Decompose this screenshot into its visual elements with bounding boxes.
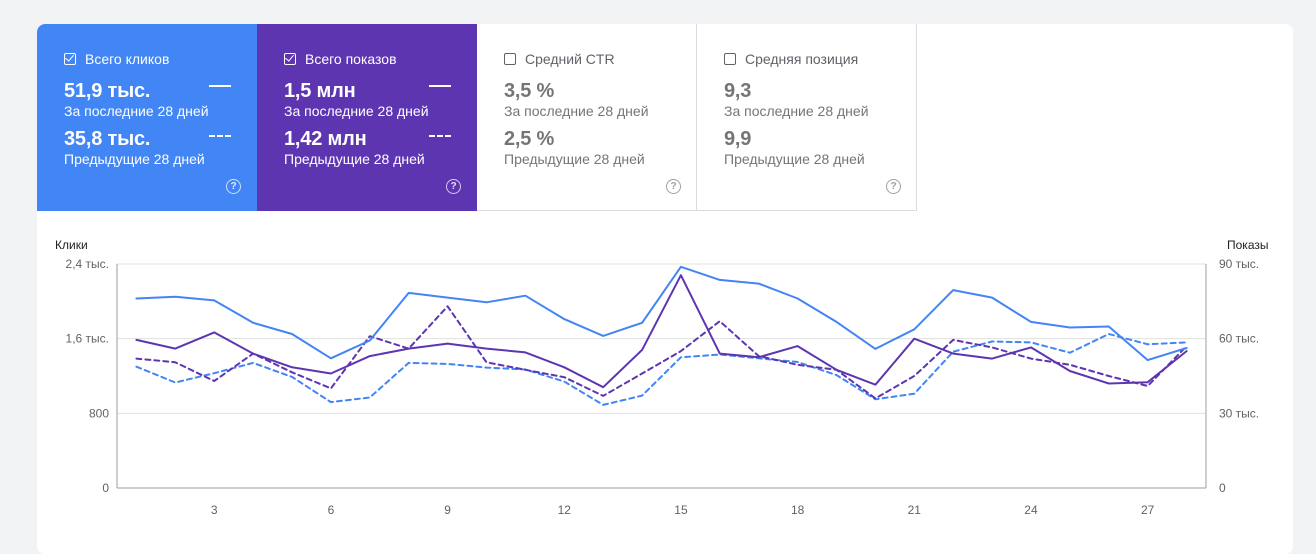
help-circle-icon[interactable]: ? xyxy=(226,179,241,194)
x-tick-label: 6 xyxy=(328,503,335,517)
solid-line-legend-icon xyxy=(429,85,451,87)
metric-current-period: За последние 28 дней xyxy=(284,103,429,119)
metric-current-value: 3,5 % xyxy=(504,80,555,102)
metric-previous-period: Предыдущие 28 дней xyxy=(284,151,425,167)
x-tick-label: 18 xyxy=(791,503,805,517)
metric-previous-value: 35,8 тыс. xyxy=(64,128,151,150)
left-axis-title: Клики xyxy=(55,238,88,252)
metric-current-value: 51,9 тыс. xyxy=(64,80,151,102)
metric-current-period: За последние 28 дней xyxy=(724,103,869,119)
performance-chart[interactable]: 0 800 1,6 тыс. 2,4 тыс. 0 30 тыс. 60 тыс. 90 ты… xyxy=(37,24,1293,542)
right-tick-label: 30 тыс. xyxy=(1219,406,1259,420)
solid-line-legend-icon xyxy=(209,85,231,87)
metric-previous-value: 2,5 % xyxy=(504,128,555,150)
metric-label: Всего кликов xyxy=(85,51,170,67)
right-tick-label: 60 тыс. xyxy=(1219,332,1259,346)
help-circle-icon[interactable]: ? xyxy=(886,179,901,194)
metric-card-impressions[interactable]: Всего показов 1,5 млн За последние 28 дн… xyxy=(257,24,477,211)
x-tick-label: 24 xyxy=(1024,503,1038,517)
metric-previous-period: Предыдущие 28 дней xyxy=(64,151,205,167)
right-axis-title: Показы xyxy=(1227,238,1269,252)
metric-previous-period: Предыдущие 28 дней xyxy=(504,151,645,167)
metric-card-clicks[interactable]: Всего кликов 51,9 тыс. За последние 28 д… xyxy=(37,24,257,211)
checkbox-ctr[interactable] xyxy=(504,53,516,65)
x-tick-label: 12 xyxy=(558,503,572,517)
metric-label: Средняя позиция xyxy=(745,51,859,67)
x-tick-label: 9 xyxy=(444,503,451,517)
metric-card-position[interactable]: Средняя позиция 9,3 За последние 28 дней… xyxy=(697,24,917,211)
metric-previous-period: Предыдущие 28 дней xyxy=(724,151,865,167)
help-circle-icon[interactable]: ? xyxy=(666,179,681,194)
metric-current-period: За последние 28 дней xyxy=(504,103,649,119)
metric-previous-value: 9,9 xyxy=(724,128,752,150)
checkbox-clicks[interactable] xyxy=(64,52,76,65)
help-circle-icon[interactable]: ? xyxy=(446,179,461,194)
metric-current-value: 9,3 xyxy=(724,80,752,102)
metric-header: Средняя позиция xyxy=(724,50,916,68)
left-tick-label: 800 xyxy=(89,406,109,420)
left-tick-label: 1,6 тыс. xyxy=(66,332,109,346)
right-tick-label: 90 тыс. xyxy=(1219,257,1259,271)
metric-current-period: За последние 28 дней xyxy=(64,103,209,119)
x-tick-label: 21 xyxy=(908,503,922,517)
metric-header: Всего кликов xyxy=(64,50,257,68)
right-tick-label: 0 xyxy=(1219,481,1226,495)
metric-label: Всего показов xyxy=(305,51,397,67)
left-tick-label: 2,4 тыс. xyxy=(66,257,109,271)
series-line-left-solid xyxy=(135,265,1188,362)
series-line-right-solid xyxy=(135,274,1188,389)
x-tick-label: 15 xyxy=(674,503,688,517)
left-tick-label: 0 xyxy=(102,481,109,495)
metric-label: Средний CTR xyxy=(525,51,615,67)
metric-header: Средний CTR xyxy=(504,50,696,68)
checkbox-impressions[interactable] xyxy=(284,52,296,65)
metric-card-ctr[interactable]: Средний CTR 3,5 % За последние 28 дней 2… xyxy=(477,24,697,211)
metric-current-value: 1,5 млн xyxy=(284,80,356,102)
x-tick-label: 27 xyxy=(1141,503,1155,517)
checkbox-position[interactable] xyxy=(724,53,736,65)
x-tick-label: 3 xyxy=(211,503,218,517)
metric-header: Всего показов xyxy=(284,50,477,68)
performance-card: Всего кликов 51,9 тыс. За последние 28 д… xyxy=(37,24,1293,554)
dashed-line-legend-icon xyxy=(429,135,451,137)
metric-previous-value: 1,42 млн xyxy=(284,128,367,150)
series-line-left-dashed xyxy=(135,333,1188,406)
dashed-line-legend-icon xyxy=(209,135,231,137)
metric-cards-row: Всего кликов 51,9 тыс. За последние 28 д… xyxy=(37,24,917,211)
